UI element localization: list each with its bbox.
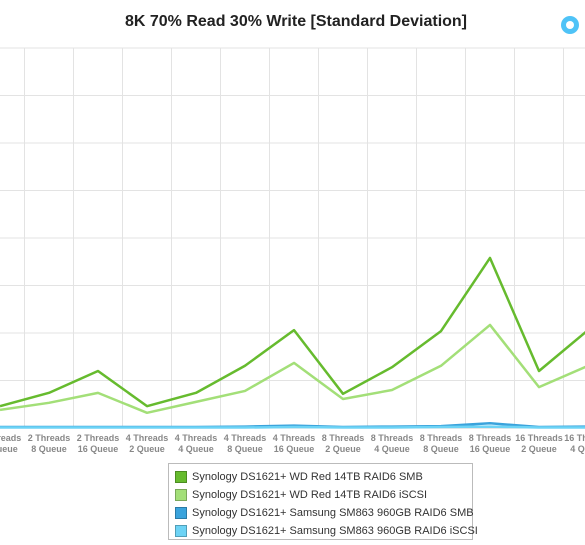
legend-swatch bbox=[175, 525, 187, 537]
series-line bbox=[0, 256, 585, 408]
legend-item: Synology DS1621+ WD Red 14TB RAID6 SMB bbox=[175, 470, 423, 484]
legend: Synology DS1621+ WD Red 14TB RAID6 SMB Sy… bbox=[168, 463, 478, 540]
legend-swatch bbox=[175, 507, 187, 519]
menu-icon-inner bbox=[566, 21, 574, 29]
legend-swatch bbox=[175, 489, 187, 501]
legend-label: Synology DS1621+ WD Red 14TB RAID6 iSCSI bbox=[192, 489, 428, 501]
x-tick-label: 4 Threads 4 Queue bbox=[174, 433, 218, 454]
series-line bbox=[0, 323, 585, 415]
series-line bbox=[0, 425, 585, 429]
x-tick-label: 8 Threads 2 Queue bbox=[321, 433, 365, 454]
legend-label: Synology DS1621+ Samsung SM863 960GB RAI… bbox=[192, 525, 478, 537]
legend-item: Synology DS1621+ Samsung SM863 960GB RAI… bbox=[175, 524, 478, 538]
x-tick-label: 4 Threads 2 Queue bbox=[125, 433, 169, 454]
legend-swatch bbox=[175, 471, 187, 483]
x-tick-label: 2 Threads 16 Queue bbox=[76, 433, 120, 454]
x-tick-label: 4 Threads 16 Queue bbox=[272, 433, 316, 454]
x-tick-label: 8 Threads 4 Queue bbox=[370, 433, 414, 454]
x-tick-label: 4 Threads 8 Queue bbox=[223, 433, 267, 454]
x-tick-label: 16 Threads 2 Queue bbox=[515, 433, 563, 454]
x-tick-label: 2 Threads 8 Queue bbox=[27, 433, 71, 454]
x-tick-label: 8 Threads 16 Queue bbox=[468, 433, 512, 454]
chart-title: 8K 70% Read 30% Write [Standard Deviatio… bbox=[125, 13, 467, 30]
x-tick-label: 16 Threads 4 Queue bbox=[564, 433, 585, 454]
x-tick-label: 8 Threads 8 Queue bbox=[419, 433, 463, 454]
legend-label: Synology DS1621+ WD Red 14TB RAID6 SMB bbox=[192, 471, 423, 483]
legend-label: Synology DS1621+ Samsung SM863 960GB RAI… bbox=[192, 507, 474, 519]
legend-item: Synology DS1621+ WD Red 14TB RAID6 iSCSI bbox=[175, 488, 427, 502]
x-tick-label: 2 Threads 4 Queue bbox=[0, 433, 22, 454]
legend-item: Synology DS1621+ Samsung SM863 960GB RAI… bbox=[175, 506, 474, 520]
